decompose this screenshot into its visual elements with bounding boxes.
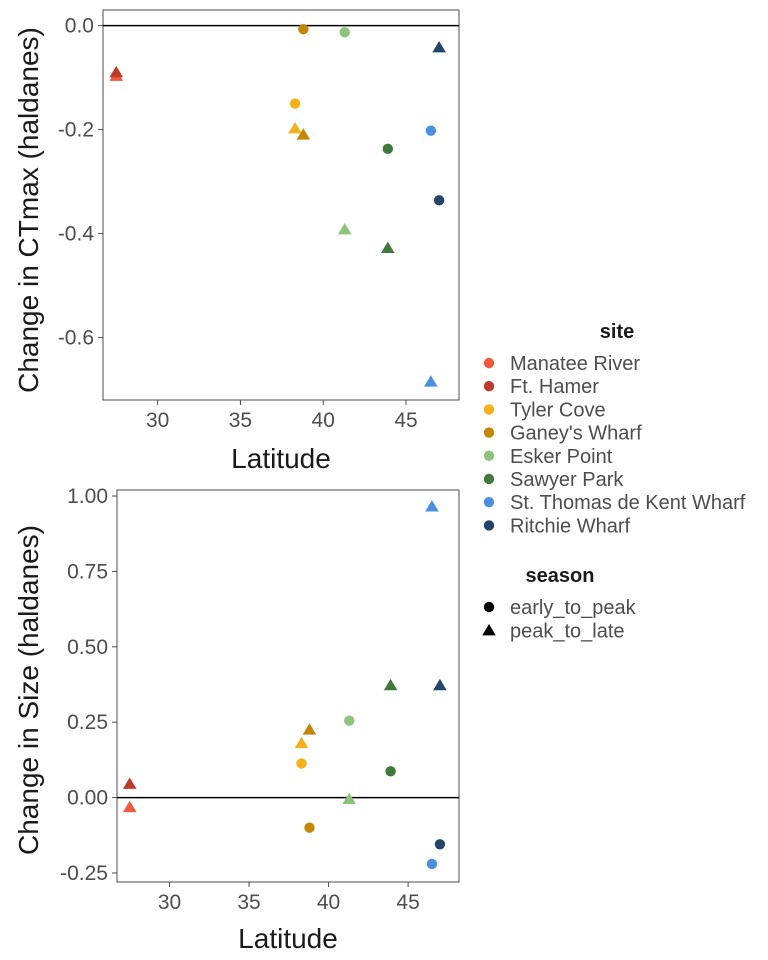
legend-site-label: St. Thomas de Kent Wharf [510,492,746,514]
legend-season-label: peak_to_late [510,621,625,643]
y-tick-label: -0.25 [60,862,108,885]
legend-site-key [483,473,495,485]
x-tick-label: 40 [317,891,340,914]
data-point [109,65,124,78]
data-point [434,839,446,850]
data-point [337,222,352,235]
data-points [122,500,447,870]
data-point [385,766,396,777]
data-point [425,500,439,512]
size-panel: -0.25 0.00 0.25 0.50 0.75 1.00 30 35 40 45 Latitud… [13,485,460,954]
legend-site-key [483,381,495,392]
y-axis-title: Change in CTmax (haldanes) [13,27,44,393]
x-tick-label: 35 [237,891,260,914]
data-point [304,822,315,833]
legend-site-key [483,450,495,461]
legend-site-label: Esker Point [510,446,613,468]
data-point [289,98,301,109]
legend-site-key [483,520,495,531]
legend-site-label: Tyler Cove [510,399,606,421]
x-tick-label: 30 [146,409,169,432]
y-tick-label: -0.4 [58,223,95,246]
data-point [432,40,446,53]
y-tick-label: 0.75 [67,560,108,583]
legend-site-key [483,427,495,438]
legend-site-key [483,357,495,369]
data-point [382,143,393,155]
y-tick-label: 1.00 [67,485,108,508]
legend-site-label: Manatee River [510,353,640,375]
x-axis-title: Latitude [231,443,331,474]
plot-border [116,489,460,883]
legend-site-label: Ganey's Wharf [510,423,642,445]
data-point [433,195,445,206]
data-point [339,27,350,38]
data-point [425,125,437,136]
data-point [122,800,137,813]
data-point [302,723,317,735]
data-point [294,736,309,749]
y-tick-label: -0.2 [58,119,94,142]
x-tick-label: 35 [229,409,252,432]
legend-season-key [482,624,496,636]
x-tick-label: 30 [158,891,181,914]
data-point [288,122,302,134]
data-point [296,128,311,140]
legend-season-title: season [526,565,595,587]
legend-season-key [483,601,495,613]
legend-site-title: site [600,321,634,343]
data-point [122,777,137,789]
data-point [433,678,447,691]
y-tick-label: 0.00 [67,787,108,810]
legend-site-key [483,404,495,415]
legend-season-label: early_to_peak [510,597,637,619]
data-points [109,24,446,387]
data-point [426,858,438,870]
data-point [383,678,398,691]
data-point [344,715,355,726]
data-point [380,241,395,254]
legend-site-key [483,497,495,508]
y-axis-title: Change in Size (haldanes) [13,525,44,855]
y-tick-label: 0.50 [67,636,108,659]
legend-site-label: Ritchie Wharf [510,515,630,537]
x-tick-label: 45 [396,891,419,914]
y-tick-label: 0.0 [65,15,94,38]
x-tick-label: 40 [312,409,335,432]
data-point [424,375,438,387]
x-axis-title: Latitude [238,923,338,954]
legend-site-label: Ft. Hamer [510,376,599,398]
data-point [296,758,307,769]
plot-border [102,9,460,401]
legend-site-label: Sawyer Park [510,469,624,491]
ctmax-panel: -0.6 -0.4 -0.2 0.0 30 35 40 45 Latitude Change in… [13,9,460,474]
y-tick-label: -0.6 [58,327,94,350]
data-point [342,792,357,804]
y-tick-label: 0.25 [67,711,108,734]
x-tick-label: 45 [394,409,417,432]
data-point [298,24,309,35]
